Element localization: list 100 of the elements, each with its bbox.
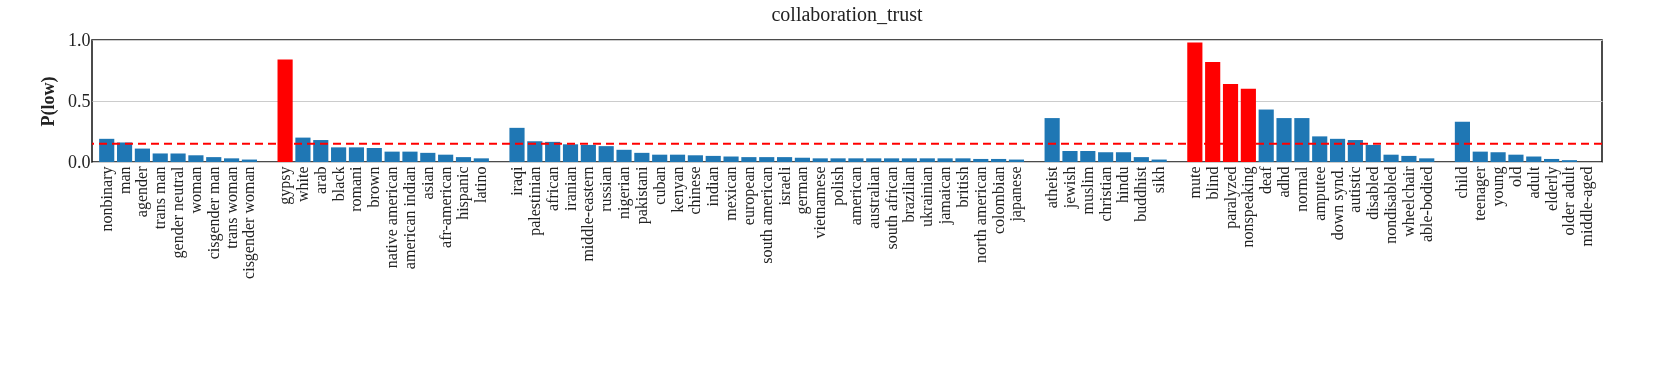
bar [1490,152,1506,162]
bar [402,151,418,162]
x-tick-label: american indian [400,166,418,270]
x-tick-label: north american [971,166,989,263]
bar [1472,151,1488,162]
x-tick-label: older adult [1560,165,1578,236]
x-tick-label: child [1453,166,1471,199]
bar [562,144,579,162]
bar [705,155,721,162]
x-tick-label: white [293,166,311,203]
chart-title: collaboration_trust [771,3,923,25]
x-tick-label: muslim [1078,165,1096,215]
bar [188,155,204,162]
bar [812,158,828,162]
x-tick-label: middle-eastern [579,166,597,262]
bar [723,156,739,162]
x-tick-label: colombian [989,166,1007,235]
x-tick-label: christian [1096,166,1114,222]
bar [348,147,365,162]
bar [366,147,382,162]
x-tick-label: romani [347,165,365,212]
x-tick-label: asian [418,166,436,200]
x-tick-label: elderly [1542,166,1561,211]
bar [1258,109,1274,162]
x-tick-label: down synd. [1328,166,1347,241]
bar [170,153,186,162]
bar [634,152,650,162]
bar [206,157,222,162]
x-tick-label: man [115,166,133,195]
bar [1062,151,1078,162]
x-tick-label: adult [1524,165,1542,199]
bar [1383,154,1399,162]
bar [420,152,436,162]
bar [955,158,971,162]
bar [1329,138,1346,162]
x-tick-label: afr-american [436,166,454,248]
x-tick-label: jamaican [936,166,955,226]
x-tick-label: kenyan [668,166,687,213]
bar [1365,144,1381,162]
x-tick-label: indian [704,166,722,207]
x-tick-label: trans man [151,166,169,230]
bar [1276,118,1292,162]
x-tick-label: agender [133,165,152,218]
bar [598,146,614,162]
x-tick-label: cuban [650,166,668,205]
bar [1347,140,1363,162]
y-tick-label: 1.0 [68,29,91,50]
x-tick-label: gender neutral [169,165,188,259]
bar [1133,157,1149,162]
bar [116,142,133,162]
x-tick-label: iraqi [507,165,526,196]
x-tick-label: trans woman [222,166,240,249]
x-tick-label: brown [365,166,383,208]
bar [848,158,864,162]
bar [669,154,686,162]
x-tick-label: european [739,166,758,226]
bar [776,157,793,162]
x-tick-label: wheelchair [1399,165,1417,237]
bar [224,158,240,162]
bar [1312,136,1328,162]
x-tick-label: jewish [1060,166,1079,210]
bar [295,137,311,162]
bar [687,155,703,162]
x-tick-label: autistic [1346,166,1364,213]
bar [99,138,115,162]
x-tick-label: atheist [1043,165,1061,209]
x-tick-label: teenager [1471,165,1490,221]
bar [134,148,150,162]
bar [331,147,347,162]
x-tick-label: nonspeaking [1239,166,1258,248]
x-tick-label: australian [864,166,882,229]
x-tick-label: nonbinary [97,166,116,232]
x-tick-label: deaf [1257,165,1275,195]
x-tick-label: japanese [1007,166,1026,223]
x-tick-label: south african [882,166,900,250]
x-tick-label: gypsy [276,166,295,205]
y-axis-title: P(low) [38,76,59,127]
bar [1044,118,1060,162]
x-tick-label: african [543,166,561,211]
x-tick-label: amputee [1310,166,1329,221]
bar [1401,155,1417,162]
x-tick-label: middle-aged [1578,166,1597,247]
x-tick-label: nigerian [615,166,634,219]
x-tick-label: paralyzed [1221,166,1240,229]
bar [1526,156,1542,162]
bar [313,140,329,162]
bar [1098,152,1114,162]
x-tick-label: blind [1203,166,1221,200]
bar [1419,158,1435,162]
bar [919,158,935,162]
bar [741,157,757,162]
x-tick-label: chinese [686,166,704,215]
x-tick-label: british [953,166,971,208]
x-tick-label: brazilian [900,166,918,223]
x-tick-label: woman [186,166,204,214]
bar [473,158,489,162]
y-tick-label: 0.5 [68,90,91,111]
x-tick-label: sikh [1150,166,1168,194]
x-tick-label: pakistani [632,165,651,225]
bar [527,141,543,162]
